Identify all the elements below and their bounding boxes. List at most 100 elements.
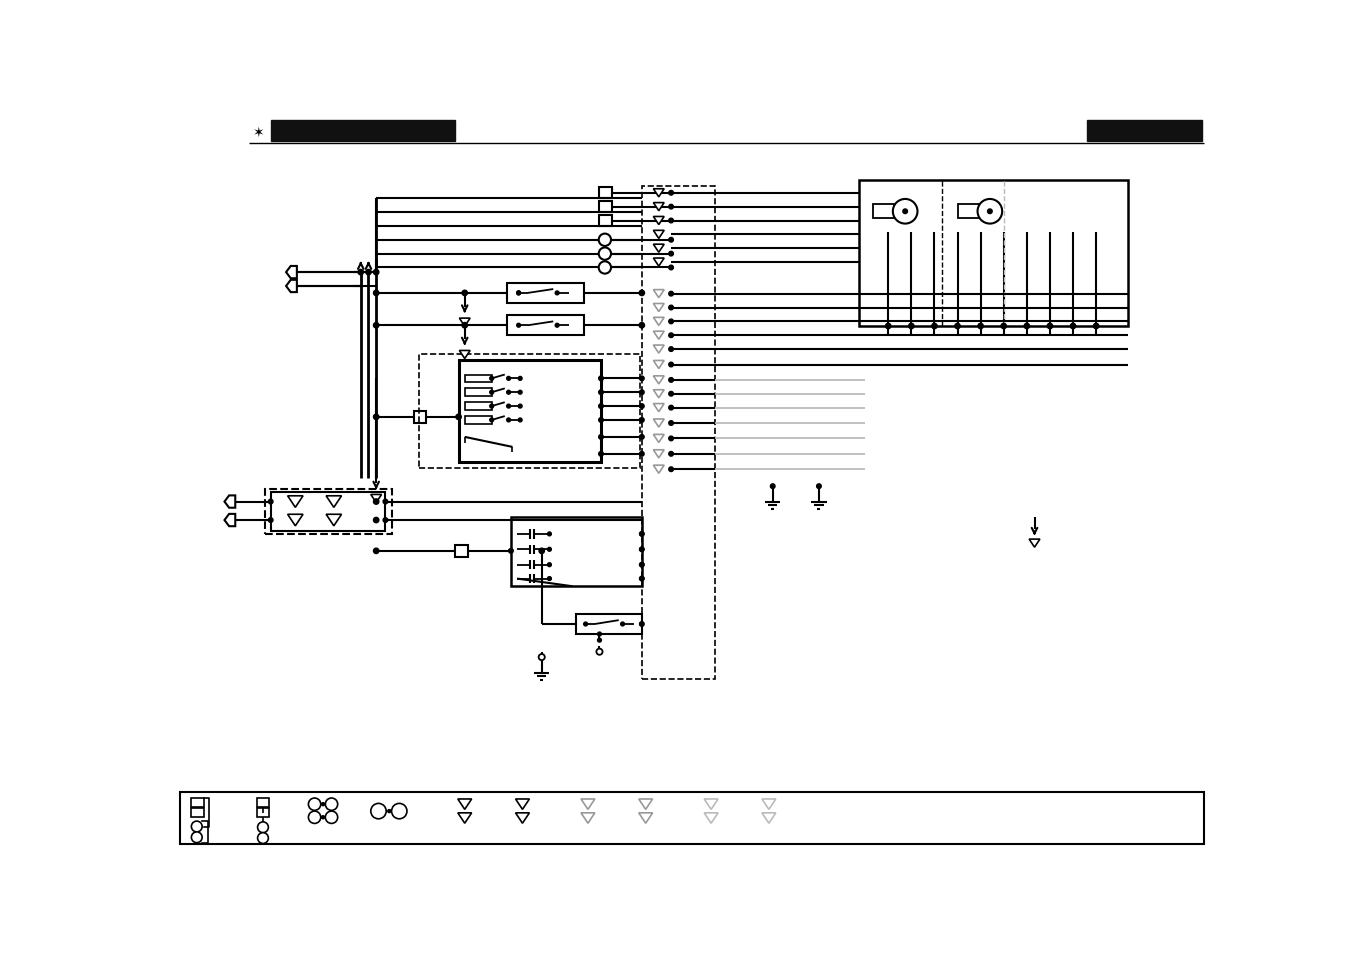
Polygon shape [705, 800, 718, 809]
Circle shape [640, 533, 644, 537]
Circle shape [321, 802, 324, 806]
Circle shape [548, 548, 551, 552]
Circle shape [258, 822, 269, 833]
Circle shape [668, 348, 674, 352]
Bar [464, 403, 491, 411]
Circle shape [886, 324, 891, 330]
Circle shape [668, 320, 674, 324]
Circle shape [668, 467, 674, 472]
Circle shape [374, 323, 379, 329]
Bar [464, 416, 491, 424]
Polygon shape [653, 466, 664, 474]
Circle shape [387, 810, 390, 813]
Polygon shape [458, 813, 471, 823]
Circle shape [640, 418, 644, 423]
Circle shape [269, 518, 273, 523]
Bar [455, 545, 468, 558]
Circle shape [548, 563, 551, 567]
Polygon shape [653, 217, 664, 225]
Circle shape [668, 205, 674, 210]
Polygon shape [639, 813, 652, 823]
Circle shape [539, 549, 544, 554]
Polygon shape [653, 231, 664, 239]
Circle shape [509, 549, 513, 554]
Circle shape [548, 533, 551, 537]
Polygon shape [653, 419, 664, 428]
Circle shape [668, 238, 674, 243]
Circle shape [931, 324, 937, 330]
Circle shape [640, 563, 644, 567]
Circle shape [192, 832, 202, 842]
Polygon shape [288, 515, 302, 526]
Circle shape [517, 292, 521, 295]
Circle shape [490, 405, 494, 409]
Polygon shape [653, 404, 664, 413]
Text: ✶: ✶ [252, 126, 265, 140]
Circle shape [258, 833, 269, 843]
Circle shape [374, 549, 379, 554]
Polygon shape [653, 435, 664, 443]
Polygon shape [224, 496, 235, 508]
Circle shape [490, 391, 494, 395]
Circle shape [374, 517, 379, 523]
Circle shape [668, 306, 674, 311]
Polygon shape [580, 800, 595, 809]
Bar [271, 120, 455, 142]
Bar [957, 205, 979, 219]
Bar [576, 615, 641, 635]
Circle shape [903, 210, 907, 214]
Polygon shape [705, 813, 718, 823]
Polygon shape [653, 451, 664, 458]
Circle shape [383, 499, 387, 504]
Polygon shape [653, 245, 664, 253]
Polygon shape [371, 495, 382, 503]
Circle shape [668, 252, 674, 256]
Bar [599, 216, 612, 227]
Circle shape [517, 292, 521, 295]
Circle shape [639, 291, 644, 296]
Bar [418, 355, 640, 468]
Polygon shape [653, 376, 664, 385]
Circle shape [506, 418, 510, 422]
Circle shape [640, 376, 644, 381]
Polygon shape [653, 203, 664, 212]
Circle shape [308, 799, 321, 810]
Circle shape [383, 518, 387, 523]
Circle shape [598, 633, 601, 637]
Circle shape [640, 563, 644, 567]
Polygon shape [653, 304, 664, 313]
Circle shape [1048, 324, 1053, 330]
Circle shape [892, 200, 918, 224]
Circle shape [598, 404, 603, 409]
Bar [459, 360, 601, 462]
Polygon shape [327, 515, 342, 526]
Bar [510, 517, 641, 587]
Circle shape [817, 484, 821, 489]
Polygon shape [459, 351, 470, 359]
Polygon shape [653, 346, 664, 354]
Bar [1087, 120, 1203, 142]
Polygon shape [580, 813, 595, 823]
Circle shape [668, 406, 674, 411]
Circle shape [374, 415, 379, 420]
Polygon shape [761, 800, 776, 809]
Circle shape [506, 377, 510, 381]
Circle shape [598, 436, 603, 439]
Circle shape [640, 532, 644, 537]
Circle shape [506, 391, 510, 395]
Circle shape [321, 816, 324, 819]
Polygon shape [224, 515, 235, 527]
Circle shape [668, 436, 674, 441]
Circle shape [640, 436, 644, 439]
Circle shape [462, 291, 467, 296]
Circle shape [668, 219, 674, 224]
Bar [599, 188, 612, 199]
Circle shape [668, 378, 674, 383]
Polygon shape [458, 800, 471, 809]
Circle shape [374, 291, 379, 296]
Circle shape [1002, 324, 1006, 330]
Circle shape [977, 324, 983, 330]
Polygon shape [653, 190, 664, 197]
Circle shape [490, 418, 494, 422]
Circle shape [598, 262, 612, 274]
